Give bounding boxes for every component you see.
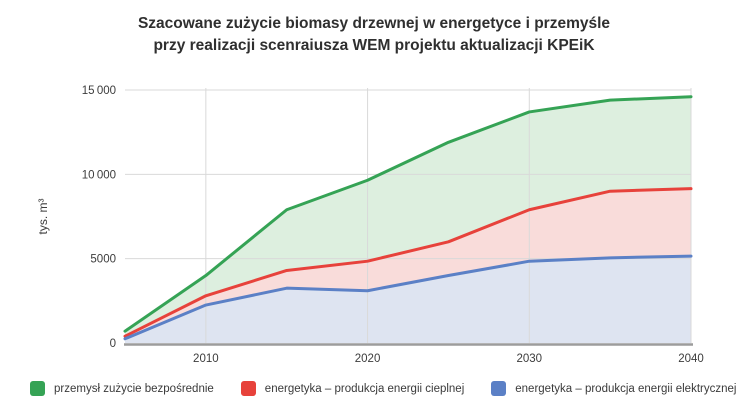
legend-item-electric-energy: energetyka – produkcja energii elektrycz… (491, 381, 736, 396)
area-series-2 (125, 256, 691, 343)
line-series-0 (123, 95, 693, 333)
legend-item-industry: przemysł zużycie bezpośrednie (30, 381, 214, 396)
line-series-1 (123, 187, 693, 338)
legend-swatch-red (240, 381, 256, 396)
y-tick-label: 0 (110, 338, 116, 350)
legend-swatch-green (30, 381, 45, 396)
y-axis-title: tys. m³ (36, 199, 50, 235)
legend-label: energetyka – produkcja energii elektrycz… (515, 382, 737, 395)
chart-title: Szacowane zużycie biomasy drzewnej w ene… (0, 13, 748, 57)
x-tick-label: 2020 (355, 353, 381, 365)
line-series-2 (123, 254, 693, 341)
legend-swatch-blue (491, 381, 507, 396)
y-tick-label: 15 000 (82, 85, 116, 97)
x-tick-label: 2010 (193, 353, 219, 365)
x-tick-label: 2040 (678, 353, 704, 365)
legend-label: energetyka – produkcja energii cieplnej (264, 382, 465, 395)
chart-title-line2: przy realizacji scenraiusza WEM projektu… (153, 37, 595, 54)
chart-legend: przemysł zużycie bezpośrednie energetyka… (30, 381, 736, 396)
chart-title-line1: Szacowane zużycie biomasy drzewnej w ene… (137, 15, 611, 32)
y-tick-label: 10 000 (82, 169, 116, 181)
y-tick-label: 5000 (90, 254, 116, 266)
x-tick-label: 2030 (516, 353, 542, 365)
legend-item-heat-energy: energetyka – produkcja energii cieplnej (240, 381, 465, 396)
legend-label: przemysł zużycie bezpośrednie (54, 382, 214, 395)
